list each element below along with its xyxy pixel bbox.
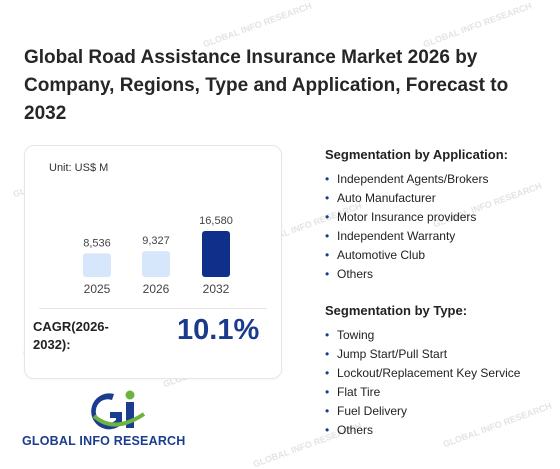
- divider: [39, 308, 267, 309]
- type-list: TowingJump Start/Pull StartLockout/Repla…: [325, 326, 555, 440]
- application-segmentation: Segmentation by Application: Independent…: [325, 147, 555, 284]
- watermark: GLOBAL INFO RESEARCH: [201, 0, 314, 50]
- type-heading: Segmentation by Type:: [325, 303, 468, 318]
- type-item: Flat Tire: [325, 383, 555, 402]
- page-title: Global Road Assistance Insurance Market …: [24, 47, 509, 124]
- application-item: Motor Insurance providers: [325, 208, 555, 227]
- bar-value-label: 16,580: [199, 215, 233, 227]
- type-item: Others: [325, 421, 555, 440]
- bar-chart: 8,536 2025 9,327 2026 16,580 2032: [83, 215, 233, 296]
- type-item: Lockout/Replacement Key Service: [325, 364, 555, 383]
- type-item: Jump Start/Pull Start: [325, 345, 555, 364]
- cagr-label: CAGR(2026-2032):: [33, 318, 143, 354]
- logo-icon: [91, 390, 146, 430]
- company-logo: GLOBAL INFO RESEARCH: [22, 388, 192, 450]
- bar-2032: [202, 231, 230, 277]
- type-item: Fuel Delivery: [325, 402, 555, 421]
- category-label: 2032: [203, 282, 230, 296]
- watermark: GLOBAL INFO RESEARCH: [421, 0, 534, 50]
- bar-value-label: 8,536: [83, 237, 111, 249]
- application-item: Independent Agents/Brokers: [325, 170, 555, 189]
- type-item: Towing: [325, 326, 555, 345]
- application-item: Others: [325, 265, 555, 284]
- bar-value-label: 9,327: [142, 235, 170, 247]
- application-heading: Segmentation by Application:: [325, 147, 508, 162]
- type-segmentation: Segmentation by Type: TowingJump Start/P…: [325, 303, 555, 440]
- bar-2026: [142, 251, 170, 277]
- application-item: Auto Manufacturer: [325, 189, 555, 208]
- cagr-label-text: CAGR(2026-2032):: [33, 319, 109, 352]
- bar-2025: [83, 253, 111, 277]
- application-list: Independent Agents/BrokersAuto Manufactu…: [325, 170, 555, 284]
- chart-card: Unit: US$ M 8,536 2025 9,327 2026 16,580 2032…: [24, 145, 282, 379]
- application-item: Automotive Club: [325, 246, 555, 265]
- category-label: 2025: [84, 282, 111, 296]
- application-item: Independent Warranty: [325, 227, 555, 246]
- logo-text: GLOBAL INFO RESEARCH: [22, 434, 186, 448]
- category-label: 2026: [143, 282, 170, 296]
- cagr-value: 10.1%: [177, 314, 260, 346]
- chart-unit: Unit: US$ M: [49, 162, 109, 174]
